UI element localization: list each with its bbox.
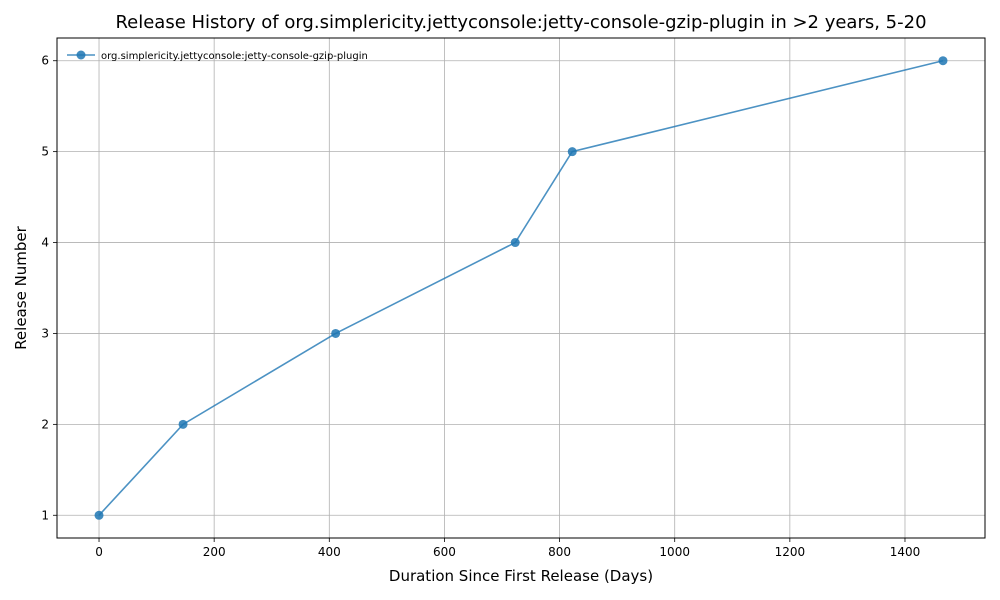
legend: org.simplericity.jettyconsole:jetty-cons…: [67, 50, 368, 62]
data-point: [331, 328, 341, 338]
plot-frame: [56, 37, 986, 539]
series-line: [98, 59, 944, 516]
ticks: 0 200 400 600 800 1000 1200 1400 1 2 3 4 5 6: [41, 54, 920, 559]
grid: [57, 38, 985, 538]
data-point: [938, 56, 948, 66]
x-axis-title: Duration Since First Release (Days): [389, 567, 653, 585]
y-tick-label: 6: [41, 54, 49, 68]
x-tick-label: 200: [203, 545, 226, 559]
data-point: [510, 238, 520, 248]
chart-title: Release History of org.simplericity.jett…: [115, 12, 926, 33]
data-point: [567, 147, 577, 157]
y-tick-label: 5: [41, 145, 49, 159]
x-tick-label: 600: [433, 545, 456, 559]
data-point: [94, 510, 104, 520]
x-tick-label: 1000: [659, 545, 690, 559]
x-tick-label: 1400: [890, 545, 921, 559]
series-layer: [94, 56, 948, 520]
x-tick-label: 400: [318, 545, 341, 559]
legend-marker-swatch: [76, 50, 86, 60]
x-tick-label: 1200: [775, 545, 806, 559]
y-tick-label: 4: [41, 236, 49, 250]
y-tick-label: 3: [41, 326, 49, 340]
y-axis-title: Release Number: [12, 225, 30, 349]
y-tick-label: 2: [41, 417, 49, 431]
x-tick-label: 800: [548, 545, 571, 559]
y-tick-label: 1: [41, 508, 49, 522]
data-point: [178, 419, 188, 429]
x-tick-label: 0: [95, 545, 103, 559]
legend-label: org.simplericity.jettyconsole:jetty-cons…: [101, 51, 368, 62]
